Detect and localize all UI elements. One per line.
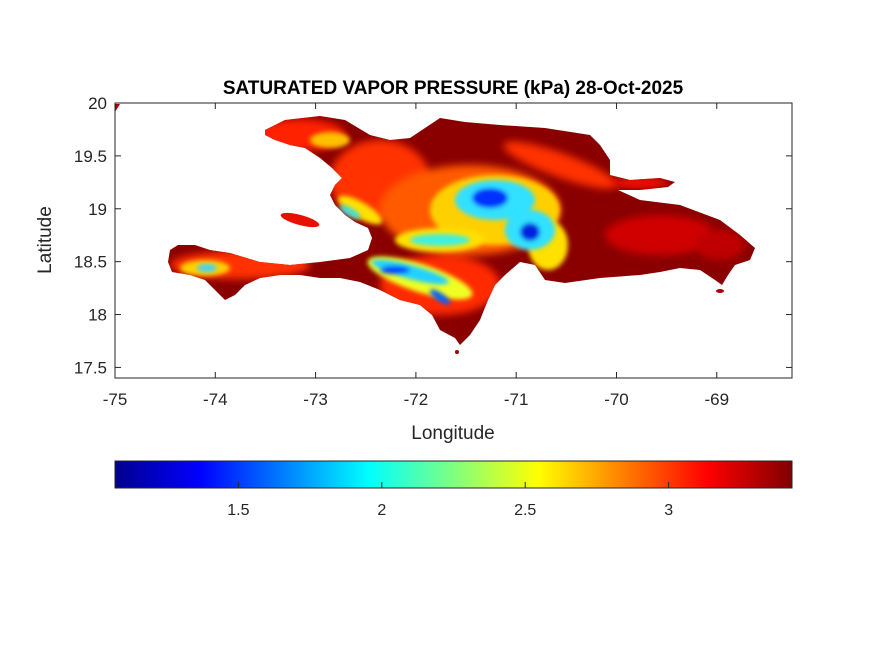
x-tick-label: -72 — [404, 390, 429, 409]
axes-box — [114, 102, 793, 379]
colorbar-tick-label: 2 — [377, 502, 386, 519]
heatmap-cool-layer — [197, 180, 555, 305]
colorbar-tick-label: 2.5 — [514, 502, 536, 519]
colorbar-tick-label: 3 — [664, 502, 673, 519]
colorbar: 1.5 2 2.5 3 — [114, 460, 793, 519]
x-tick-label: -75 — [103, 390, 128, 409]
x-tick-label: -73 — [303, 390, 328, 409]
x-tick-label: -74 — [203, 390, 228, 409]
x-tick-label: -69 — [704, 390, 729, 409]
x-axis-label: Longitude — [411, 423, 494, 444]
y-axis: 17.5 18 18.5 19 19.5 20 — [74, 94, 792, 377]
heatmap-beata-island — [455, 350, 459, 354]
x-axis: -75 -74 -73 -72 -71 -70 -69 — [103, 103, 729, 409]
y-tick-label: 18.5 — [74, 253, 107, 272]
colorbar-gradient — [114, 460, 793, 489]
heatmap-corner-land — [115, 104, 120, 112]
colorbar-ticks: 1.5 2 2.5 3 — [227, 482, 673, 519]
y-tick-label: 20 — [88, 94, 107, 113]
chart-title: SATURATED VAPOR PRESSURE (kPa) 28-Oct-20… — [223, 78, 684, 99]
y-tick-label: 17.5 — [74, 358, 107, 377]
y-tick-label: 19 — [88, 200, 107, 219]
y-tick-label: 19.5 — [74, 147, 107, 166]
heatmap-tortuga-island — [280, 212, 320, 228]
x-tick-label: -70 — [604, 390, 629, 409]
y-tick-label: 18 — [88, 306, 107, 325]
x-tick-label: -71 — [504, 390, 529, 409]
y-axis-label: Latitude — [35, 206, 56, 274]
colorbar-tick-label: 1.5 — [227, 502, 249, 519]
heatmap-small-island — [716, 289, 724, 293]
